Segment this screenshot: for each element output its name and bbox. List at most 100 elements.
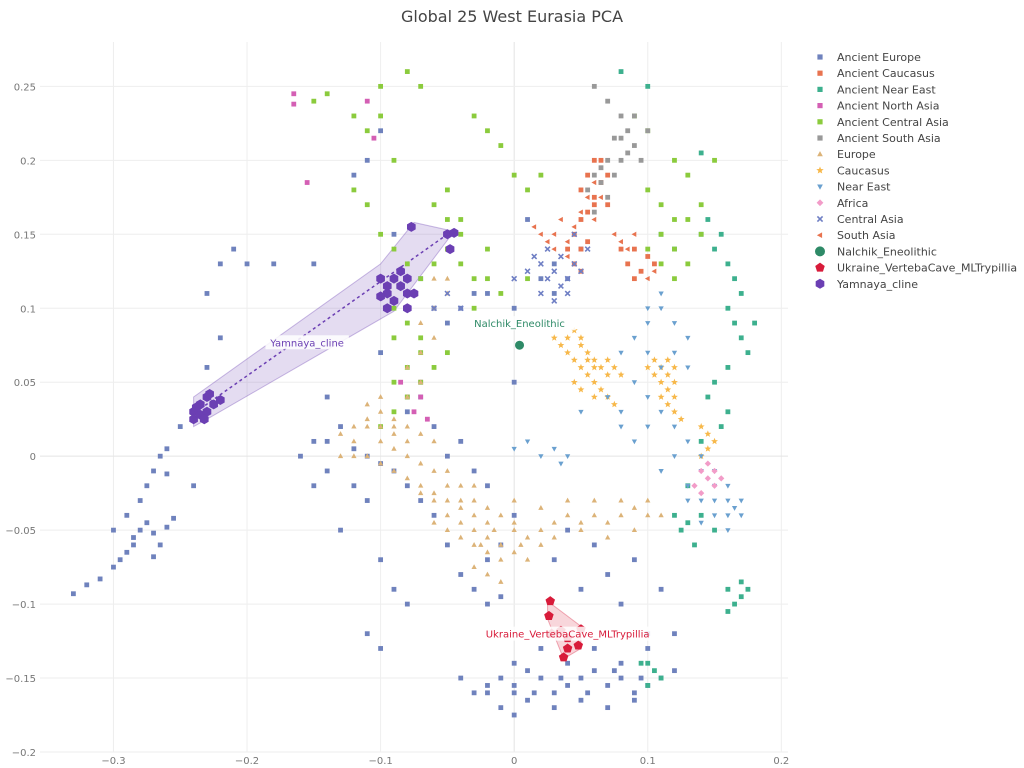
caucasus-point — [651, 371, 658, 378]
near-east-point — [685, 498, 691, 504]
africa-point — [711, 482, 718, 489]
legend-item-ancient-near-east[interactable]: Ancient Near East — [817, 83, 936, 96]
ancient-near-east-point — [645, 683, 651, 688]
ancient-europe-point — [551, 557, 557, 563]
x-tick-label: 0 — [511, 756, 517, 767]
yamnaya-cline-point — [389, 273, 399, 284]
ancient-europe-point — [418, 498, 424, 503]
ancient-europe-point — [164, 446, 170, 452]
yamnaya-cline-point — [402, 288, 412, 299]
legend-item-south-asia[interactable]: South Asia — [816, 229, 896, 242]
ancient-europe-point — [391, 231, 397, 237]
ancient-near-east-point — [692, 542, 697, 548]
ancient-europe-point — [431, 512, 437, 518]
south-asia-point — [551, 246, 557, 252]
europe-point — [391, 423, 397, 429]
ancient-central-asia-point — [485, 276, 490, 282]
y-tick-label: 0.2 — [20, 156, 36, 167]
ancient-europe-point — [631, 697, 637, 703]
africa-point — [718, 475, 725, 482]
ancient-near-east-point — [718, 231, 724, 237]
caucasus-point — [671, 408, 678, 415]
ancient-caucasus-point — [565, 246, 571, 252]
central-asia-point — [457, 305, 464, 312]
caucasus-point — [671, 378, 678, 386]
annotation-text: Nalchik_Eneolithic — [474, 319, 565, 330]
caucasus-point — [664, 356, 672, 363]
ancient-central-asia-point — [311, 98, 317, 104]
legend-item-near-east[interactable]: Near East — [817, 181, 891, 194]
ancient-europe-point — [458, 675, 464, 681]
legend-item-africa[interactable]: Africa — [816, 197, 869, 210]
ancient-near-east-point — [725, 365, 731, 370]
ancient-south-asia-point — [618, 157, 624, 163]
caucasus-point — [657, 393, 665, 400]
central-asia-point — [577, 268, 584, 275]
legend-item-ukraine-vertebacave-mltrypillia[interactable]: Ukraine_VertebaCave_MLTrypillia — [815, 262, 1017, 275]
ancient-central-asia-point — [378, 113, 384, 119]
near-east-point — [658, 291, 664, 297]
ancient-europe-point — [164, 471, 170, 477]
ancient-south-asia-point — [605, 157, 611, 163]
ancient-near-east-point — [705, 217, 711, 222]
legend-item-ancient-central-asia[interactable]: Ancient Central Asia — [817, 116, 949, 129]
x-tick-label: 0.2 — [773, 756, 789, 767]
europe-point — [364, 453, 370, 459]
legend-item-ancient-europe[interactable]: Ancient Europe — [817, 51, 921, 64]
ancient-near-east-point — [712, 379, 717, 385]
x-tick-label: −0.3 — [101, 756, 125, 767]
europe-point — [351, 423, 357, 429]
near-east-point — [671, 454, 678, 460]
legend-item-europe[interactable]: Europe — [817, 148, 876, 161]
europe-point — [458, 497, 464, 503]
near-east-point — [698, 498, 704, 504]
ancient-near-east-point — [618, 69, 624, 74]
ancient-near-east-point — [712, 246, 717, 252]
legend-item-ancient-caucasus[interactable]: Ancient Caucasus — [817, 67, 935, 80]
legend-item-caucasus[interactable]: Caucasus — [816, 164, 890, 177]
ancient-europe-point — [511, 379, 517, 385]
legend-item-nalchik-eneolithic[interactable]: Nalchik_Eneolithic — [815, 245, 937, 258]
caucasus-point — [584, 356, 592, 363]
europe-point — [484, 571, 491, 577]
yamnaya-cline-point — [215, 394, 225, 405]
ancient-south-asia-point — [618, 135, 624, 141]
legend-item-ancient-north-asia[interactable]: Ancient North Asia — [817, 100, 939, 113]
legend-item-ancient-south-asia[interactable]: Ancient South Asia — [817, 132, 941, 145]
europe-point — [618, 512, 624, 518]
europe-point — [551, 534, 557, 540]
ancient-europe-point — [311, 483, 317, 489]
central-asia-point — [444, 290, 451, 297]
europe-point — [444, 468, 451, 473]
ancient-near-east-point — [685, 520, 691, 526]
legend-item-central-asia[interactable]: Central Asia — [816, 213, 904, 226]
legend-marker — [816, 199, 824, 207]
legend-label: Near East — [837, 181, 891, 194]
ancient-europe-point — [511, 712, 517, 718]
yamnaya-cline-point — [445, 244, 455, 255]
europe-point — [471, 497, 477, 503]
ancient-europe-point — [311, 261, 317, 267]
near-east-point — [645, 350, 651, 356]
europe-point — [645, 497, 651, 503]
europe-point — [444, 512, 451, 518]
ancient-near-east-point — [698, 512, 704, 518]
ancient-central-asia-point — [485, 246, 490, 252]
legend-marker — [815, 278, 825, 289]
caucasus-point — [577, 363, 585, 371]
ancient-europe-point — [271, 261, 277, 267]
yamnaya-cline-point — [189, 414, 198, 425]
legend[interactable]: Ancient Europe Ancient Caucasus Ancient Ne… — [815, 51, 1017, 291]
europe-point — [605, 519, 611, 525]
ancient-europe-point — [157, 453, 163, 459]
yamnaya-cline-point — [376, 273, 385, 284]
near-east-point — [671, 424, 678, 430]
legend-item-yamnaya-cline[interactable]: Yamnaya_cline — [815, 278, 919, 291]
ancient-europe-point — [124, 512, 130, 518]
ancient-central-asia-point — [672, 217, 677, 222]
ancient-caucasus-point — [645, 254, 651, 259]
near-east-point — [738, 513, 744, 519]
ancient-caucasus-point — [585, 239, 591, 245]
ancient-central-asia-point — [444, 350, 450, 356]
europe-point — [538, 505, 544, 510]
